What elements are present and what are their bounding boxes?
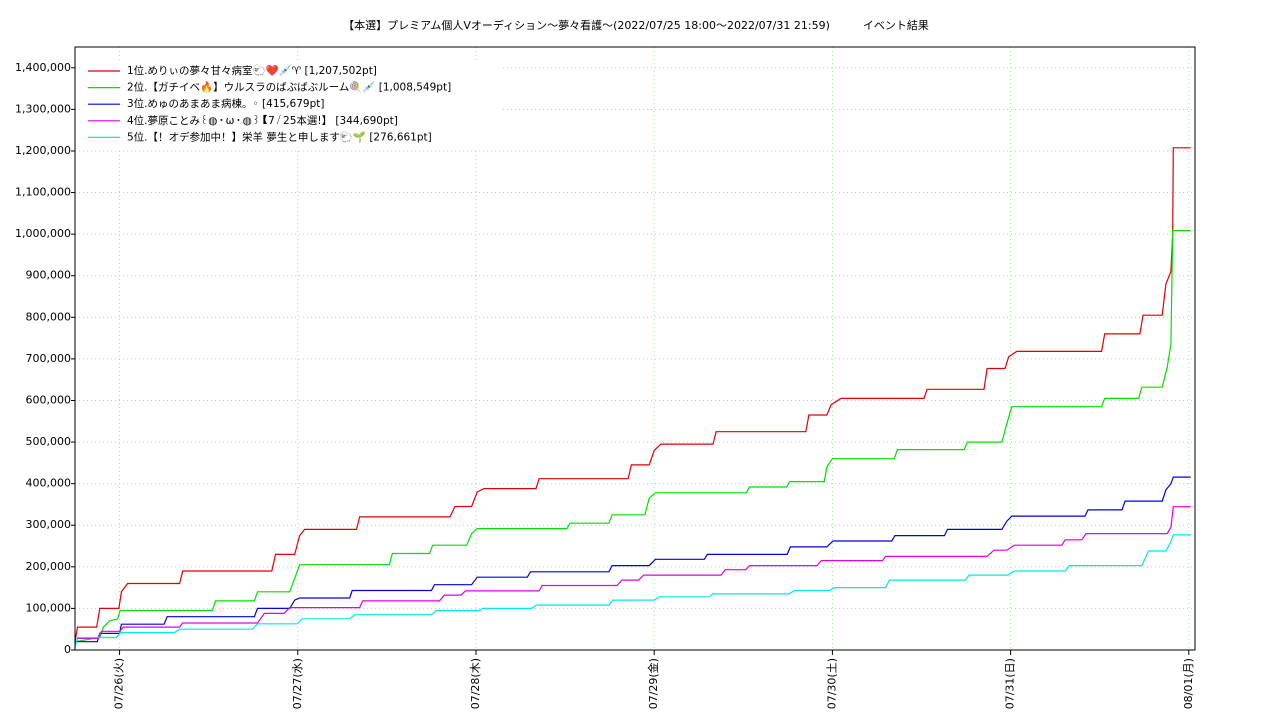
axes: 0 100,000 200,000 300,000 400,000 500,000 600,… [15,61,1195,710]
y-tick-label: 600,000 [26,393,72,406]
y-tick-label: 500,000 [26,435,72,448]
y-tick-label: 200,000 [26,560,72,573]
x-tick-label: 07/26(火) [113,658,126,709]
y-tick-label: 1,100,000 [15,186,71,199]
x-tick-label: 07/28(木) [469,658,482,709]
y-tick-label: 700,000 [26,352,72,365]
legend-box [82,60,502,148]
y-tick-label: 1,300,000 [15,102,71,115]
y-tick-label: 0 [64,643,71,656]
series-line [74,506,1191,646]
y-tick-label: 300,000 [26,518,72,531]
y-tick-label: 1,000,000 [15,227,71,240]
x-tick-label: 07/27(水) [291,658,304,709]
x-tick-label: 08/01(月) [1182,658,1195,709]
y-tick-label: 800,000 [26,310,72,323]
legend-label: 5位.【！オデ参加中！】栄羊 夢生と申します🐑🌱 [276,661pt] [127,130,432,143]
x-tick-label: 07/30(土) [825,658,838,709]
y-tick-label: 400,000 [26,477,72,490]
y-tick-label: 1,200,000 [15,144,71,157]
legend-label: 2位.【ガチイベ🔥】ウルスラのばぶばぶルーム🍭💉 [1,008,549pt] [127,80,451,94]
legend-label: 1位.めりぃの夢々甘々病室🐑❤️💉♈ [1,207,502pt] [127,64,377,77]
series-line [74,534,1191,649]
legend-label: 3位.めゅのあまあま病棟。◦ [415,679pt] [127,97,324,110]
series-line [75,476,1191,643]
x-tick-label: 07/29(金) [646,658,660,709]
y-tick-label: 900,000 [26,269,72,282]
series-line [74,147,1191,642]
y-tick-label: 1,400,000 [15,61,71,74]
lines [74,147,1191,649]
legend-label: 4位.夢原ことみ꒰◍・ω・◍꒱【7／25本選!】 [344,690pt] [127,114,398,127]
x-tick-label: 07/31(日) [1004,658,1017,709]
chart-title: 【本選】プレミアム個人Vオーディション〜夢々看護～(2022/07/25 18:… [343,18,929,32]
series-line [74,230,1191,643]
legend: 1位.めりぃの夢々甘々病室🐑❤️💉♈ [1,207,502pt] 2位.【ガチイベ… [82,60,502,148]
y-tick-label: 100,000 [26,601,72,614]
plot-frame [74,46,1196,651]
